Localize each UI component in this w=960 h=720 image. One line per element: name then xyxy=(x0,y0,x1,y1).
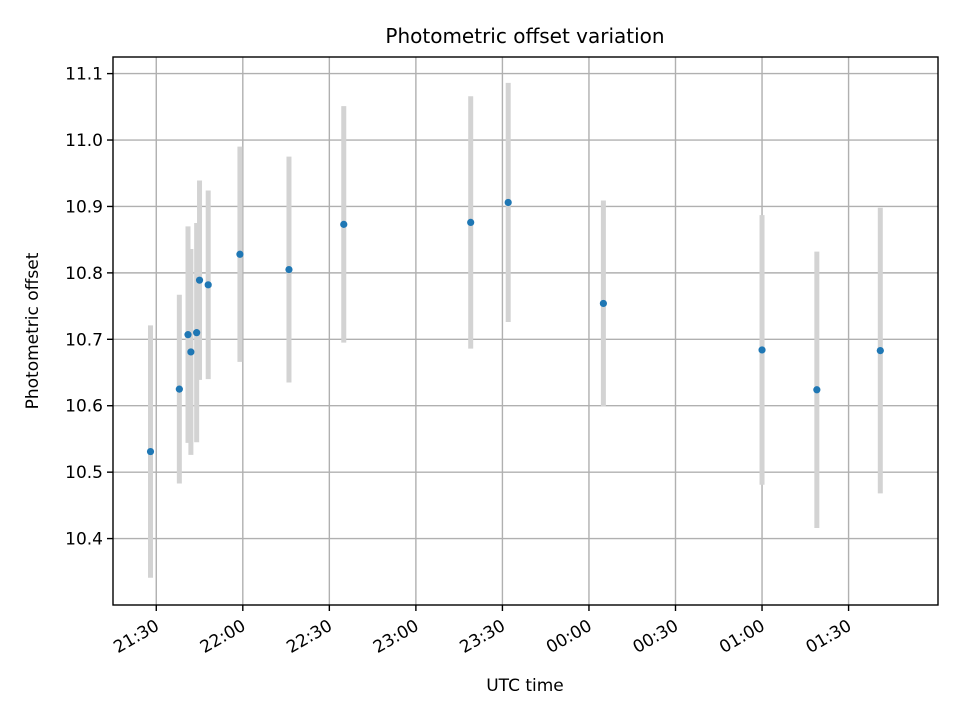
data-point xyxy=(285,265,293,274)
point-layer xyxy=(146,198,884,456)
x-tick-label: 23:00 xyxy=(370,616,422,658)
x-tick-label: 21:30 xyxy=(110,616,162,658)
data-point xyxy=(236,250,244,258)
y-tick-label: 11.0 xyxy=(65,131,103,151)
data-point xyxy=(340,220,348,228)
x-tick-label: 01:00 xyxy=(716,616,768,658)
data-point xyxy=(146,447,155,456)
grid-layer xyxy=(113,57,938,605)
x-tick-label: 22:00 xyxy=(197,616,249,658)
data-point xyxy=(504,198,512,207)
plot-frame xyxy=(112,56,939,606)
x-tick-label: 22:30 xyxy=(283,616,335,658)
data-point xyxy=(187,348,195,356)
chart-title: Photometric offset variation xyxy=(385,24,664,48)
y-tick-label: 10.8 xyxy=(65,264,103,284)
y-tick-label: 10.9 xyxy=(65,197,103,217)
y-tick-label: 10.6 xyxy=(65,397,103,417)
x-tick-label: 00:30 xyxy=(630,616,682,658)
y-tick-label: 10.7 xyxy=(65,330,103,350)
data-point xyxy=(195,276,204,284)
y-tick-label: 11.1 xyxy=(65,65,103,85)
errorbar-layer xyxy=(148,82,883,578)
data-point xyxy=(204,281,212,289)
data-point xyxy=(175,385,183,393)
y-tick-label: 10.4 xyxy=(65,530,103,550)
data-point xyxy=(467,218,475,226)
tick-layer: 21:30 22:00 22:30 23:00 23:30 00:00 00:30 01:00… xyxy=(65,65,855,658)
data-point xyxy=(758,346,766,354)
x-tick-label: 00:00 xyxy=(543,616,595,658)
data-point xyxy=(813,386,821,394)
y-tick-label: 10.5 xyxy=(65,463,103,483)
data-point xyxy=(599,299,607,308)
data-point xyxy=(184,331,192,339)
x-tick-label: 23:30 xyxy=(456,616,508,658)
x-tick-label: 01:30 xyxy=(803,616,855,658)
y-axis-label: Photometric offset xyxy=(23,252,43,409)
data-point xyxy=(876,346,884,355)
x-axis-label: UTC time xyxy=(486,676,564,696)
data-point xyxy=(193,329,201,337)
